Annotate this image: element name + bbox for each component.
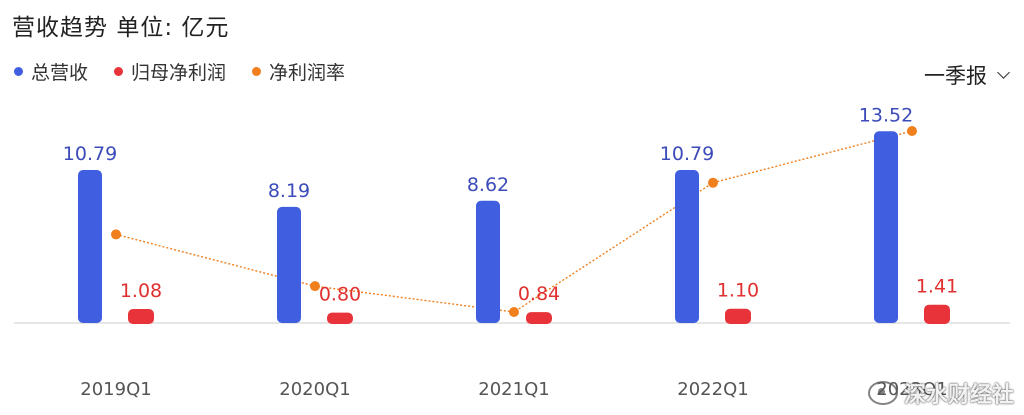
bar-net-profit-2023Q1 [924, 304, 950, 324]
legend-item-revenue[interactable]: 总营收 [14, 58, 88, 85]
data-label-revenue-2021Q1: 8.62 [467, 174, 509, 196]
data-label-revenue-2022Q1: 10.79 [660, 143, 714, 165]
title-text: 营收趋势 [12, 15, 108, 41]
data-label-revenue-2019Q1: 10.79 [63, 143, 117, 165]
legend-dot-margin [252, 67, 262, 76]
legend-label-revenue: 总营收 [31, 62, 89, 84]
point-margin-2020Q1 [310, 281, 320, 292]
watermark: 深水财经社 [867, 377, 1014, 409]
data-label-net-profit-2019Q1: 1.08 [120, 280, 162, 302]
bar-revenue-2023Q1 [874, 131, 898, 323]
bar-net-profit-2019Q1 [128, 309, 154, 324]
chart-title: 营收趋势 单位: 亿元 [12, 8, 229, 42]
bar-revenue-2019Q1 [78, 170, 102, 323]
legend-item-net-profit[interactable]: 归母净利润 [114, 58, 226, 85]
legend-dot-revenue [14, 67, 23, 76]
bar-revenue-2021Q1 [476, 200, 500, 323]
point-margin-2021Q1 [509, 307, 519, 317]
legend-label-margin: 净利润率 [269, 62, 346, 84]
legend-dot-net-profit [114, 67, 124, 76]
watermark-text: 深水财经社 [903, 383, 1014, 408]
unit-label: 单位: 亿元 [116, 15, 230, 41]
legend-item-margin[interactable]: 净利润率 [252, 58, 345, 85]
data-label-net-profit-2020Q1: 0.80 [319, 284, 361, 306]
x-tick-2019Q1: 2019Q1 [80, 379, 151, 400]
period-label: 一季报 [924, 64, 987, 88]
margin-series-line [115, 130, 913, 313]
data-label-revenue-2023Q1: 13.52 [859, 104, 913, 126]
bar-net-profit-2022Q1 [725, 308, 751, 324]
legend: 总营收 归母净利润 净利润率 [14, 58, 345, 85]
bar-net-profit-2020Q1 [327, 312, 353, 324]
x-tick-2021Q1: 2021Q1 [478, 379, 549, 400]
point-margin-2023Q1 [907, 126, 917, 136]
x-tick-2020Q1: 2020Q1 [279, 379, 350, 400]
data-label-net-profit-2021Q1: 0.84 [518, 283, 560, 305]
data-label-net-profit-2023Q1: 1.41 [916, 276, 958, 298]
data-label-net-profit-2022Q1: 1.10 [717, 280, 759, 302]
legend-label-net-profit: 归母净利润 [131, 62, 227, 84]
bar-revenue-2020Q1 [277, 206, 301, 323]
x-tick-2022Q1: 2022Q1 [677, 379, 748, 400]
weibo-icon [867, 381, 898, 405]
point-margin-2022Q1 [708, 177, 718, 188]
bar-revenue-2022Q1 [675, 170, 699, 323]
period-dropdown[interactable]: 一季报 [924, 60, 1010, 90]
bar-net-profit-2021Q1 [526, 312, 552, 324]
point-margin-2019Q1 [111, 229, 121, 240]
data-label-revenue-2020Q1: 8.19 [268, 180, 310, 202]
